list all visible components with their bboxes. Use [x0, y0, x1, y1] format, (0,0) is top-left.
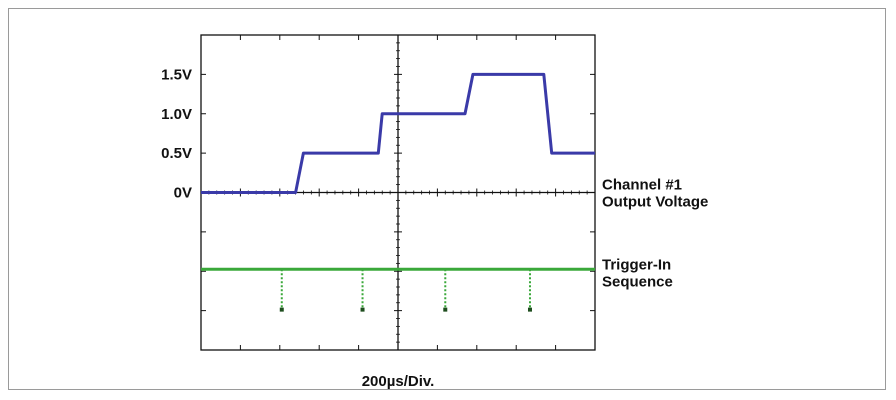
trigger-pulse-tip	[527, 307, 532, 312]
scope-grid	[200, 34, 596, 351]
channel-1-output-trace	[201, 72, 595, 194]
series-label-line: Sequence	[602, 273, 673, 290]
y-tick-labels: 1.5V 1.0V 0.5V 0V	[161, 66, 192, 201]
trigger-pulse-tip	[360, 307, 365, 312]
x-axis-label: 200µs/Div.	[362, 373, 435, 390]
y-tick-label: 0V	[174, 185, 192, 202]
trigger-pulse-tip	[279, 307, 284, 312]
figure-frame	[8, 8, 886, 390]
y-tick-label: 1.5V	[161, 66, 192, 83]
trigger-pulse-tip	[443, 307, 448, 312]
y-tick-label: 0.5V	[161, 145, 192, 162]
series-label-line: Channel #1	[602, 177, 682, 194]
series-label-line: Trigger-In	[602, 256, 671, 273]
scope-traces	[200, 72, 596, 312]
series-label-line: Output Voltage	[602, 194, 708, 211]
y-tick-label: 1.0V	[161, 106, 192, 123]
